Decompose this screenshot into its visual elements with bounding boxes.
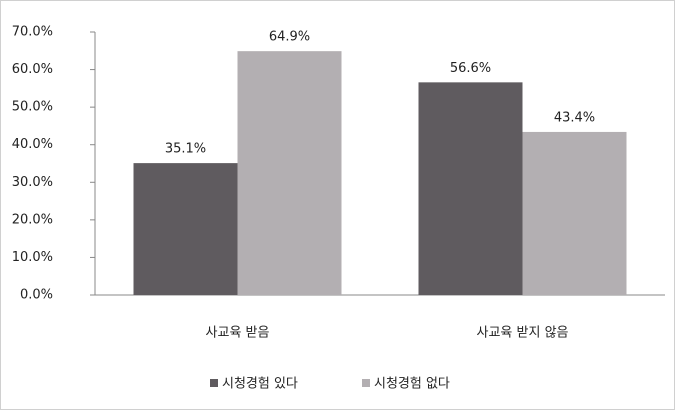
bar [522, 131, 627, 295]
y-tick-label: 50.0% [12, 100, 53, 115]
x-tick-label: 사교육 받음 [206, 326, 270, 341]
data-label: 64.9% [269, 30, 310, 45]
y-tick-label: 20.0% [12, 212, 53, 227]
data-label: 56.6% [450, 61, 491, 76]
legend-swatch [362, 379, 370, 387]
bar [418, 82, 523, 296]
y-tick-label: 10.0% [12, 250, 53, 265]
data-label: 43.4% [554, 110, 595, 125]
y-tick-label: 0.0% [20, 288, 53, 303]
y-tick-label: 70.0% [12, 25, 53, 40]
bar [133, 163, 238, 295]
bar [237, 51, 342, 295]
legend-label: 시청경험 없다 [374, 377, 450, 392]
legend-swatch [210, 379, 218, 387]
y-tick-label: 60.0% [12, 62, 53, 77]
legend-label: 시청경험 있다 [222, 377, 298, 392]
x-tick-label: 사교육 받지 않음 [477, 326, 569, 341]
y-tick-label: 40.0% [12, 137, 53, 152]
data-label: 35.1% [165, 142, 206, 157]
y-tick-label: 30.0% [12, 175, 53, 190]
